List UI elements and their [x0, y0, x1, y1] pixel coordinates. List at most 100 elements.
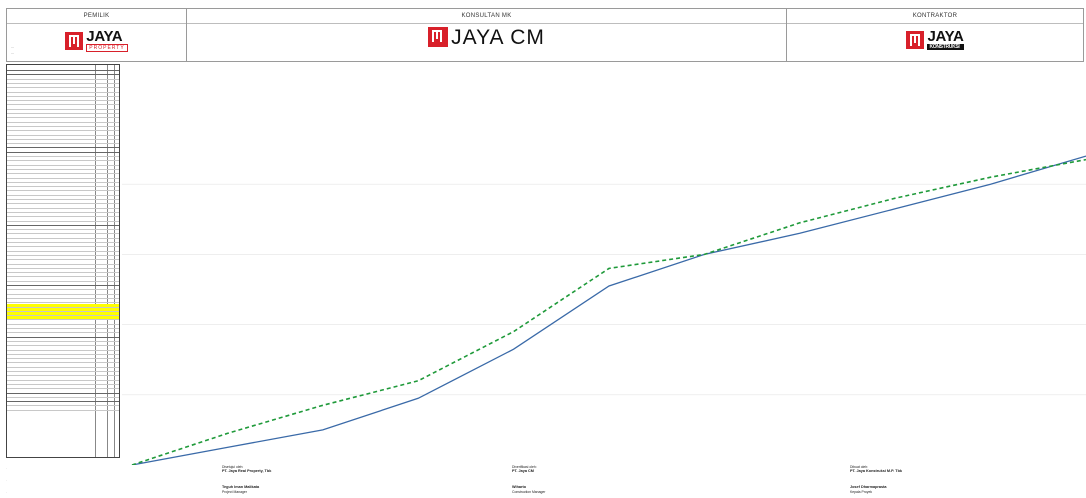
table-row: [7, 162, 119, 166]
table-row: [7, 84, 119, 89]
table-row: [7, 282, 119, 286]
table-row: [7, 218, 119, 222]
table-row: [7, 93, 119, 97]
table-row: [7, 381, 119, 385]
table-row: [7, 226, 119, 231]
table-row: [7, 286, 119, 291]
table-row: [7, 338, 119, 342]
table-row: [7, 385, 119, 390]
table-row: [7, 398, 119, 403]
table-row: [7, 390, 119, 394]
table-row: [7, 200, 119, 205]
jaya-mark-icon: [428, 27, 449, 47]
table-row: [7, 269, 119, 274]
table-row: [7, 312, 119, 317]
table-row: [7, 67, 119, 71]
table-row: [7, 307, 119, 312]
table-row: [7, 243, 119, 248]
table-row: [7, 209, 119, 213]
table-row: [7, 222, 119, 226]
table-row: [7, 407, 119, 411]
table-row: [7, 170, 119, 175]
signature-consultant: Diverifikasi oleh: PT. Jaya CM Wiharto C…: [512, 465, 546, 494]
table-row: [7, 235, 119, 239]
s-curve-chart: [122, 155, 1086, 465]
actual-curve: [131, 158, 1086, 465]
table-row: [7, 80, 119, 84]
table-row: [7, 299, 119, 304]
signature-contractor: Dibuat oleh: PT. Jaya Konstruksi M.P. Tb…: [850, 465, 903, 494]
table-row: [7, 71, 119, 76]
table-row: [7, 377, 119, 381]
owner-caption: PEMILIK: [7, 9, 186, 24]
table-row: [7, 114, 119, 119]
table-row: [7, 342, 119, 347]
table-row: [7, 355, 119, 360]
table-row: [7, 239, 119, 243]
table-row: [7, 76, 119, 80]
table-row: [7, 144, 119, 149]
table-row: [7, 316, 119, 321]
work-items-table: [6, 64, 120, 458]
table-row: [7, 132, 119, 136]
table-row: [7, 334, 119, 338]
table-row: [7, 183, 119, 188]
table-row: [7, 179, 119, 183]
signature-owner: Disetujui oleh: PT. Jaya Real Property, …: [222, 465, 272, 494]
table-row: [7, 291, 119, 295]
table-row: [7, 196, 119, 200]
table-row: [7, 321, 119, 325]
table-row: [7, 97, 119, 102]
table-row: [7, 230, 119, 235]
contractor-caption: KONTRAKTOR: [787, 9, 1083, 24]
table-row: [7, 265, 119, 269]
owner-cell: PEMILIK JAYA PROPERTY — —: [7, 9, 187, 61]
table-row: [7, 394, 119, 398]
plan-curve: [131, 155, 1086, 465]
jaya-konstruksi-logo: JAYA KONSTRUKSI: [787, 29, 1083, 50]
jaya-mark-icon: [65, 31, 84, 50]
table-row: [7, 273, 119, 278]
jaya-cm-logo: JAYA CM: [187, 27, 786, 48]
consultant-caption: KONSULTAN MK: [187, 9, 786, 24]
table-row: [7, 261, 119, 265]
table-row: [7, 351, 119, 355]
table-row: [7, 89, 119, 93]
table-row: [7, 359, 119, 364]
table-row: [7, 325, 119, 329]
table-row: [7, 123, 119, 127]
table-row: [7, 175, 119, 179]
table-row: [7, 278, 119, 282]
table-row: [7, 252, 119, 256]
jaya-mark-icon: [906, 30, 925, 49]
table-row: [7, 119, 119, 123]
table-row: [7, 153, 119, 157]
table-row: [7, 110, 119, 114]
table-row: [7, 303, 119, 308]
table-row: [7, 192, 119, 196]
table-row: [7, 101, 119, 106]
table-row: [7, 187, 119, 192]
table-row: [7, 140, 119, 145]
table-row: [7, 213, 119, 218]
grid-lines: [122, 183, 1086, 396]
table-row: [7, 256, 119, 261]
table-row: [7, 368, 119, 372]
jaya-property-logo: JAYA PROPERTY: [7, 29, 186, 52]
contractor-cell: KONTRAKTOR JAYA KONSTRUKSI: [787, 9, 1083, 61]
table-row: [7, 136, 119, 140]
table-row: [7, 205, 119, 209]
table-row: [7, 295, 119, 299]
table-row: [7, 347, 119, 351]
table-row: [7, 149, 119, 153]
table-row: [7, 402, 119, 407]
table-row: [7, 248, 119, 252]
table-row: [7, 127, 119, 132]
table-row: [7, 372, 119, 377]
table-row: [7, 157, 119, 162]
report-header: PEMILIK JAYA PROPERTY — — KONSULTAN MK JA…: [6, 8, 1084, 62]
table-row: [7, 106, 119, 110]
table-row: [7, 329, 119, 334]
table-row: [7, 166, 119, 170]
table-row: [7, 364, 119, 368]
